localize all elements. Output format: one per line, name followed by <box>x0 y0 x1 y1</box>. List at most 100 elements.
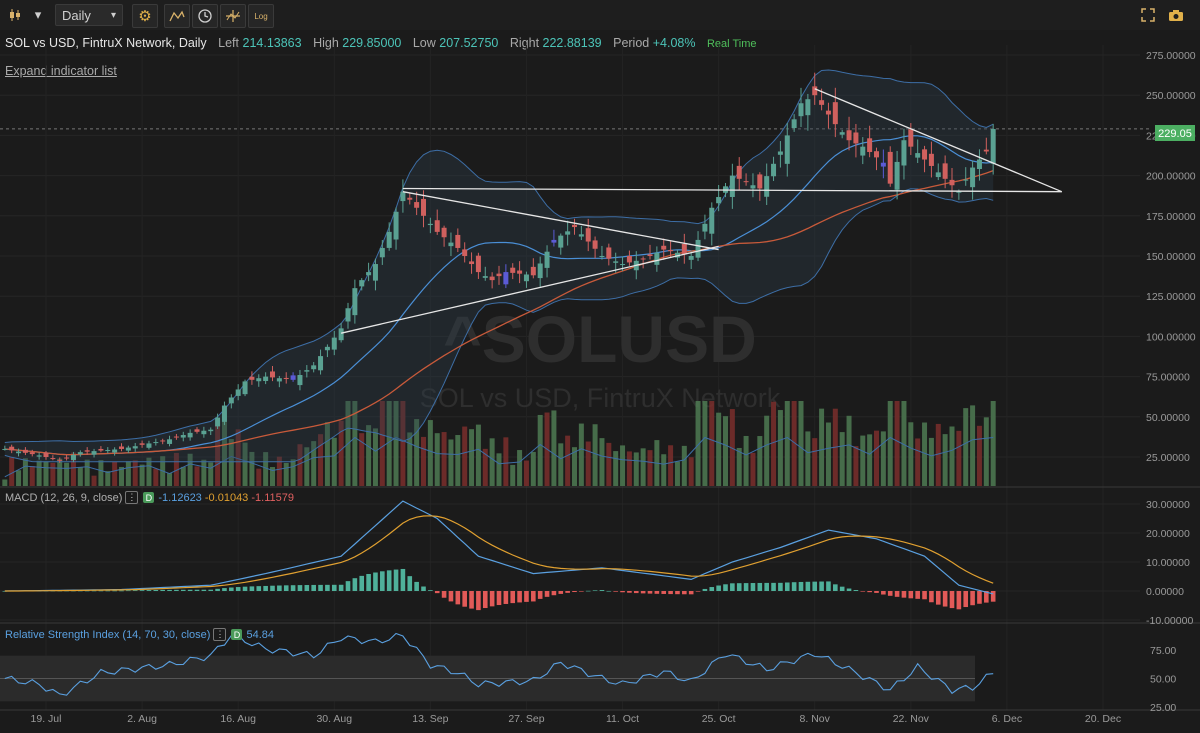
candle-body <box>613 261 619 263</box>
volume-bar <box>43 461 49 486</box>
candle-body <box>132 446 138 449</box>
macd-histogram-bar <box>242 586 248 591</box>
candle-body <box>105 450 111 452</box>
candle-body <box>215 417 221 427</box>
candle-body <box>160 440 166 442</box>
candle-body <box>228 397 234 404</box>
volume-bar <box>167 473 173 486</box>
bollinger-upper-line <box>4 69 994 443</box>
macd-histogram-bar <box>229 587 234 591</box>
rsi-data-button[interactable]: D <box>231 629 243 640</box>
volume-bar <box>723 416 728 486</box>
time-tick-label: 27. Sep <box>508 713 544 725</box>
indicators-button[interactable] <box>164 4 190 28</box>
candle-body <box>173 436 179 438</box>
macd-data-button[interactable]: D <box>143 492 155 503</box>
volume-bar <box>832 408 838 486</box>
volume-bar <box>29 466 35 486</box>
volume-bar <box>620 445 626 486</box>
macd-menu-button[interactable]: ⋮ <box>125 491 139 504</box>
volume-bar <box>887 401 893 486</box>
candle-body <box>283 377 289 380</box>
volume-bar <box>475 424 481 486</box>
macd-histogram-bar <box>36 590 42 592</box>
volume-bar <box>640 448 646 486</box>
macd-histogram-bar <box>874 591 879 593</box>
candle-body <box>633 260 639 271</box>
volume-bar <box>407 432 413 486</box>
candle-body <box>819 100 825 105</box>
macd-histogram-bar <box>956 591 962 610</box>
volume-bar <box>558 443 564 486</box>
candle-body <box>537 263 543 279</box>
fullscreen-button[interactable] <box>1138 4 1158 26</box>
volume-bar <box>750 452 756 486</box>
volume-bar <box>215 421 221 486</box>
volume-bar <box>956 430 962 486</box>
rsi-menu-button[interactable]: ⋮ <box>213 628 227 641</box>
macd-histogram-bar <box>620 591 625 593</box>
volume-bar <box>709 401 715 486</box>
macd-histogram-bar <box>441 591 447 598</box>
history-button[interactable] <box>192 4 218 28</box>
macd-histogram-bar <box>881 591 886 595</box>
volume-bar <box>565 435 571 486</box>
price-tick-label: 125.00000 <box>1146 291 1196 303</box>
volume-bar <box>949 426 955 486</box>
rsi-legend: Relative Strength Index (14, 70, 30, clo… <box>5 628 274 641</box>
candle-body <box>421 198 426 216</box>
volume-bar <box>324 422 330 486</box>
volume-bar <box>880 431 886 486</box>
drawing-tools-button[interactable] <box>220 4 246 28</box>
volume-bar <box>263 452 269 486</box>
macd-histogram-bar <box>935 591 941 605</box>
volume-bar <box>489 438 495 486</box>
candle-body <box>153 442 159 444</box>
volume-bar <box>201 459 207 486</box>
candle-body <box>242 381 248 395</box>
interval-select[interactable]: Daily ▾ <box>55 4 123 26</box>
candlestick-icon <box>10 9 20 21</box>
macd-histogram-bar <box>277 585 282 591</box>
volume-bar <box>290 459 296 486</box>
volume-bar <box>256 468 262 486</box>
symbol-title: SOL vs USD, FintruX Network, Daily <box>5 36 207 50</box>
volume-bar <box>132 460 138 486</box>
macd-histogram-bar <box>839 586 845 591</box>
volume-bar <box>688 457 694 486</box>
volume-bar <box>819 408 825 486</box>
macd-histogram-bar <box>455 591 461 605</box>
expand-indicator-list-link[interactable]: Expand indicator list <box>5 64 117 78</box>
candle-body <box>764 176 770 197</box>
macd-histogram-bar <box>208 589 214 591</box>
macd-histogram-bar <box>84 590 90 592</box>
macd-histogram-bar <box>71 590 76 592</box>
log-scale-button[interactable]: Log <box>248 4 274 28</box>
volume-bar <box>743 435 749 486</box>
macd-histogram-bar <box>894 591 900 597</box>
candle-body <box>345 308 351 322</box>
volume-bar <box>482 448 488 486</box>
chart-type-button[interactable] <box>6 4 24 26</box>
candle-body <box>441 227 447 238</box>
chart-type-dropdown[interactable]: ▾ <box>30 4 46 26</box>
settings-button[interactable]: ⚙ <box>132 4 158 28</box>
volume-bar <box>764 415 770 486</box>
volume-bar <box>180 466 186 486</box>
volume-bar <box>839 432 845 486</box>
screenshot-button[interactable] <box>1166 4 1186 26</box>
candle-body <box>139 443 145 445</box>
chevron-down-icon: ▾ <box>34 7 42 22</box>
candle-body <box>530 266 536 276</box>
candle-body <box>208 429 214 432</box>
candle-body <box>709 207 715 234</box>
macd-histogram-bar <box>380 571 385 591</box>
macd-histogram-bar <box>887 591 893 596</box>
candle-body <box>77 452 83 455</box>
candle-body <box>249 376 255 380</box>
candle-body <box>510 267 516 273</box>
candle-body <box>297 374 303 386</box>
bollinger-lower-line <box>4 188 994 463</box>
volume-bar <box>626 451 632 486</box>
low-value: 207.52750 <box>439 36 499 50</box>
